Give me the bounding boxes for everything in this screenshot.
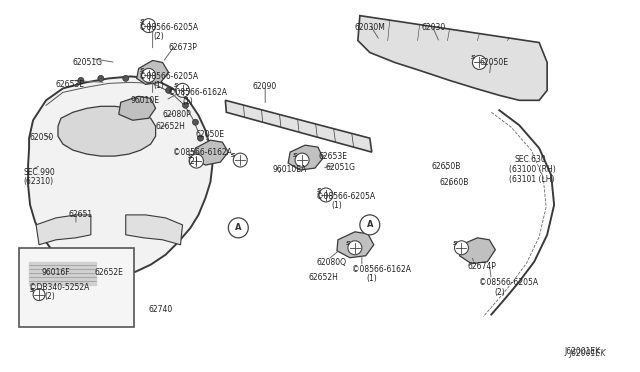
Text: (2): (2) [44, 292, 55, 301]
Polygon shape [125, 215, 182, 245]
Polygon shape [460, 238, 495, 264]
Text: 62030: 62030 [422, 23, 446, 32]
Circle shape [182, 102, 189, 108]
Polygon shape [137, 61, 168, 84]
Circle shape [193, 119, 198, 125]
Circle shape [228, 218, 248, 238]
Text: (62310): (62310) [23, 177, 53, 186]
Text: 62673P: 62673P [168, 42, 198, 52]
Polygon shape [85, 260, 132, 278]
Polygon shape [58, 106, 156, 156]
Text: ©DB340-5252A: ©DB340-5252A [29, 283, 90, 292]
Text: 62651: 62651 [69, 210, 93, 219]
Text: (2): (2) [188, 157, 198, 166]
Circle shape [319, 188, 333, 202]
Text: 62051G: 62051G [73, 58, 103, 67]
Circle shape [141, 19, 156, 33]
Text: S: S [452, 241, 457, 246]
Text: 62674P: 62674P [467, 262, 497, 271]
Circle shape [146, 77, 152, 83]
Text: (2): (2) [494, 288, 505, 296]
Text: (1): (1) [182, 97, 193, 106]
Text: 62090: 62090 [252, 82, 276, 92]
Text: SEC.990: SEC.990 [23, 168, 55, 177]
Text: ©08566-6162A: ©08566-6162A [352, 265, 411, 274]
Text: 62051G: 62051G [326, 163, 356, 172]
Bar [19, 248, 134, 327]
Text: S: S [188, 154, 192, 159]
Text: (1): (1) [154, 81, 164, 90]
Text: (63100 (RH): (63100 (RH) [509, 165, 556, 174]
Polygon shape [36, 215, 91, 245]
Text: ©08566-6205A: ©08566-6205A [316, 192, 375, 201]
Circle shape [123, 76, 129, 81]
Text: (1): (1) [331, 201, 342, 210]
Text: J62001EK: J62001EK [564, 347, 600, 356]
Text: ©08566-6162A: ©08566-6162A [173, 148, 232, 157]
Text: 96010EA: 96010EA [272, 165, 307, 174]
Polygon shape [337, 232, 374, 258]
Circle shape [348, 241, 362, 255]
Text: ©08566-6205A: ©08566-6205A [139, 23, 198, 32]
Polygon shape [225, 100, 372, 152]
Text: 96010E: 96010E [131, 96, 160, 105]
Text: 62080Q: 62080Q [316, 258, 346, 267]
Circle shape [198, 135, 204, 141]
Text: S: S [317, 188, 321, 193]
Text: 96016F: 96016F [41, 268, 70, 277]
Text: (63101 (LH): (63101 (LH) [509, 175, 555, 184]
Circle shape [189, 154, 204, 168]
Circle shape [98, 76, 104, 81]
Circle shape [295, 153, 309, 167]
Text: SEC.630: SEC.630 [515, 155, 546, 164]
Polygon shape [288, 145, 323, 170]
Text: 62652H: 62652H [156, 122, 186, 131]
Text: S: S [140, 68, 144, 73]
Polygon shape [119, 96, 156, 120]
Polygon shape [29, 262, 96, 285]
Text: S: S [231, 153, 236, 158]
Circle shape [360, 215, 380, 235]
Text: 62050E: 62050E [195, 130, 225, 139]
Circle shape [166, 87, 172, 93]
Circle shape [141, 68, 156, 82]
Circle shape [33, 289, 45, 301]
Circle shape [175, 83, 189, 97]
Text: ©08566-6162A: ©08566-6162A [168, 89, 227, 97]
Text: S: S [140, 19, 144, 23]
Text: 62652E: 62652E [95, 268, 124, 277]
Text: (2): (2) [154, 32, 164, 41]
Circle shape [78, 77, 84, 83]
Circle shape [454, 241, 468, 255]
Text: S: S [30, 288, 35, 293]
Text: 62653E: 62653E [56, 80, 85, 89]
Circle shape [234, 153, 247, 167]
Text: J62001EK: J62001EK [569, 349, 605, 358]
Text: 62050: 62050 [29, 133, 53, 142]
Text: S: S [173, 83, 178, 89]
Text: ©08566-6205A: ©08566-6205A [479, 278, 538, 287]
Text: 62030M: 62030M [355, 23, 386, 32]
Text: S: S [346, 241, 351, 246]
Text: S: S [293, 153, 298, 158]
Text: A: A [367, 220, 373, 230]
Text: 62740: 62740 [148, 305, 173, 314]
Text: (1): (1) [367, 274, 378, 283]
Text: 62660B: 62660B [440, 178, 469, 187]
Text: 62050E: 62050E [479, 58, 508, 67]
Text: 62652H: 62652H [308, 273, 338, 282]
Text: 62650B: 62650B [431, 162, 461, 171]
Polygon shape [193, 140, 228, 165]
Text: S: S [470, 55, 475, 61]
Text: 62653E: 62653E [318, 152, 347, 161]
Polygon shape [28, 76, 212, 276]
Circle shape [472, 55, 486, 70]
Polygon shape [358, 16, 547, 100]
Text: ©08566-6205A: ©08566-6205A [139, 73, 198, 81]
Text: 62080P: 62080P [163, 110, 191, 119]
Text: A: A [235, 223, 241, 232]
